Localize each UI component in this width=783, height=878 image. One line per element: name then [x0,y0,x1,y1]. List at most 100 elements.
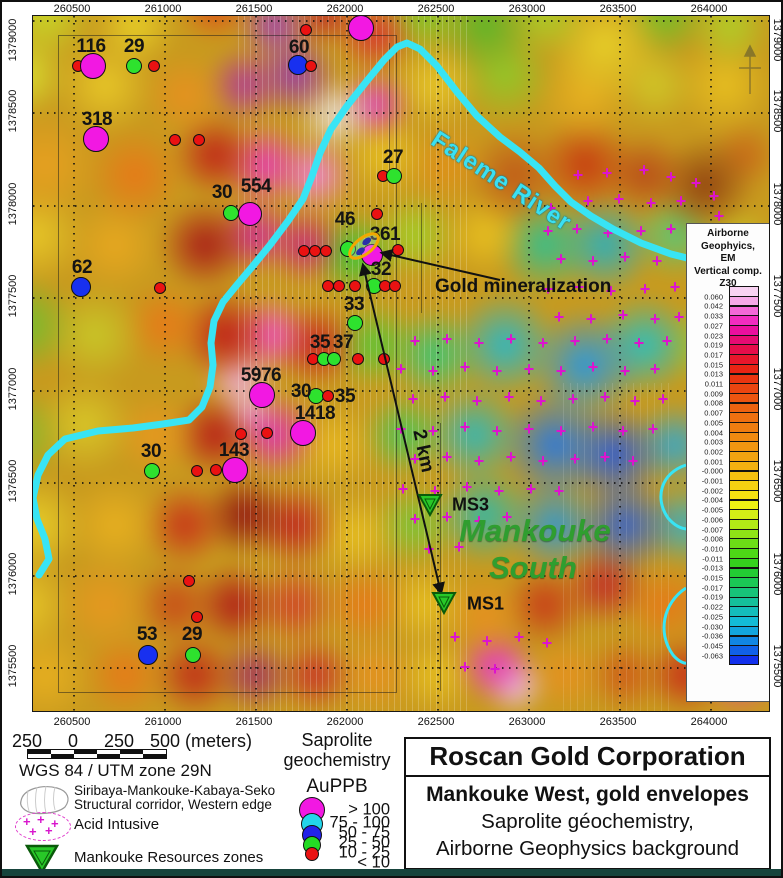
gridline-v [164,16,166,711]
geochem-point [320,245,332,257]
em-scale-value: -0.036 [701,631,723,641]
company-title: Roscan Gold Corporation [406,739,769,777]
geochem-point [126,58,142,74]
geochem-point [305,60,317,72]
axis-tick-bottom: 260500 [53,716,91,728]
axis-tick-right: 1377500 [771,274,783,318]
geochem-point [83,126,109,152]
saprolite-class-range: > 100 [348,800,390,819]
gridline-v [73,16,75,711]
geochem-point [371,208,383,220]
acid-cross: + [525,479,537,499]
axis-tick-bottom: 262500 [417,716,455,728]
axis-tick-left: 1377500 [7,274,19,318]
acid-cross: + [587,357,599,377]
em-contour-arc [662,586,689,665]
north-arrow [739,44,761,94]
saprolite-class-range: 25 - 50 [338,833,390,852]
em-scale-value: 0.008 [704,398,723,408]
acid-cross: + [542,279,554,299]
acid-cross: + [441,329,453,349]
axis-tick-right: 1376000 [771,552,783,596]
annotation-arrow [359,262,445,596]
saprolite-class-range: 75 - 100 [329,813,390,832]
em-scale-value: -0.010 [701,544,723,554]
em-scale-value: 0.007 [704,408,723,418]
corridor-label-line1: Siribaya-Mankouke-Kabaya-Seko [74,783,276,798]
resource-zone-marker [431,592,457,616]
acid-cross: + [491,421,503,441]
acid-cross: + [587,417,599,437]
geochem-point [191,465,203,477]
acid-cross: + [439,387,451,407]
acid-cross: + [503,387,515,407]
map-subtitle-2: Airborne Geophysics background [435,837,740,860]
saprolite-class-range: 50 - 75 [338,823,390,842]
acid-cross: + [602,223,614,243]
acid-cross: + [555,249,567,269]
acid-cross: + [459,657,471,677]
em-title-line: Airborne [707,228,749,239]
acid-cross: + [619,247,631,267]
axis-tick-right: 1376500 [771,459,783,503]
map-label: 30 [211,182,233,203]
acid-cross: + [553,481,565,501]
map-label: 29 [123,36,145,57]
acid-cross: + [645,193,657,213]
acid-cross: + [501,507,513,527]
map-label: 60 [288,37,310,58]
acid-cross: + [585,309,597,329]
gold-mineralization-label: Gold mineralization [435,276,612,297]
em-scale-value: -0.001 [701,476,723,486]
acid-cross: + [651,251,663,271]
acid-cross: + [599,447,611,467]
em-scale-value: -0.022 [701,602,723,612]
em-scale-value: -0.000 [701,466,723,476]
acid-cross: + [573,277,585,297]
geochem-point [238,202,262,226]
gridline-v [255,16,257,711]
axis-tick-left: 1378500 [7,89,19,133]
acid-cross: + [669,277,681,297]
acid-cross: + [633,333,645,353]
resources-zone-label: Mankouke Resources zones [74,849,264,866]
acid-cross: + [649,309,661,329]
em-scale-value: -0.002 [701,486,723,496]
geochem-point [261,427,273,439]
em-scale-value: -0.006 [701,515,723,525]
geochem-point [144,463,160,479]
acid-cross: + [638,160,650,180]
acid-cross: + [449,627,461,647]
acid-cross: + [459,417,471,437]
scale-bar-number: 250 [103,731,135,751]
axis-tick-bottom: 261500 [235,716,273,728]
geochem-point [300,24,312,36]
saprolite-title-2: geochemistry [283,750,391,770]
acid-cross: + [555,421,567,441]
saprolite-legend: Saprolite geochemistry AuPPB [272,730,402,798]
axis-tick-bottom: 263500 [599,716,637,728]
acid-cross: + [537,333,549,353]
em-scale-value: 0.033 [704,311,723,321]
geochem-point [348,16,374,41]
em-scale-value: -0.045 [701,641,723,651]
acid-cross: + [605,281,617,301]
scale-bar-number: 0 [67,731,79,751]
area-label-mankouke: Mankouke [459,513,611,548]
acid-cross: + [587,251,599,271]
zone-marker-label: MS1 [467,593,505,614]
acid-cross: + [459,357,471,377]
acid-cross: + [647,419,659,439]
geochem-point [210,464,222,476]
saprolite-subtitle: AuPPB [306,776,368,797]
map-label: 318 [81,109,113,130]
map-subtitle-1: Saprolite géochemistry, [481,810,694,833]
em-contour-arc [659,463,689,531]
axis-tick-left: 1376500 [7,459,19,503]
em-title-line: EM [720,253,736,264]
axis-tick-top: 260500 [53,3,91,15]
acid-cross: + [523,419,535,439]
acid-cross: + [441,507,453,527]
map-label: 35 [334,386,356,407]
